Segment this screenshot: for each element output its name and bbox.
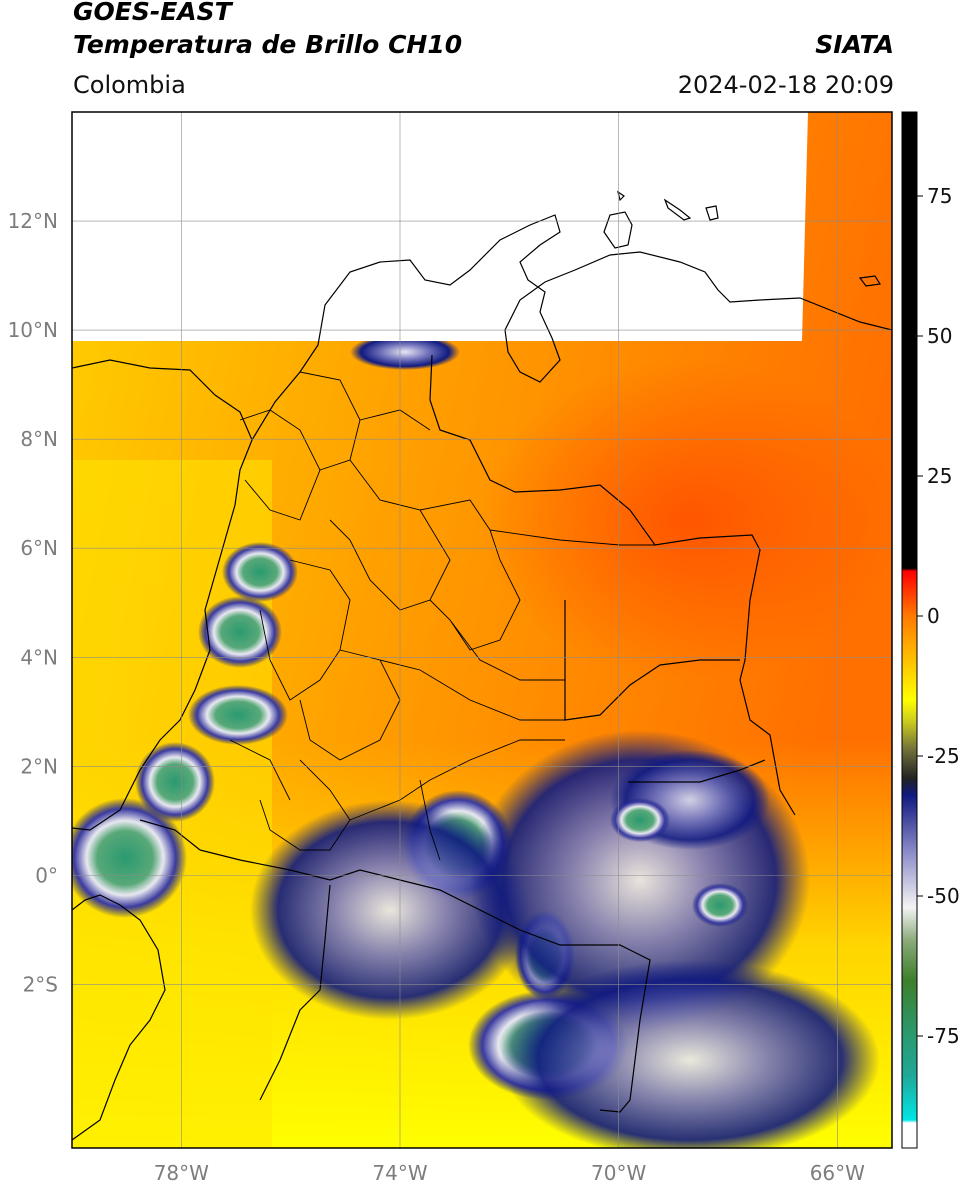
colorbar-ticks: 75 50 25 0 -25 -50 -75 [917, 184, 960, 1048]
longitude-label: 66°W [810, 1161, 865, 1185]
latitude-label: 2°N [20, 754, 58, 778]
coastline-ecuador [72, 894, 166, 1141]
latitude-label: 10°N [8, 318, 58, 342]
border-colombia-ecuador [139, 819, 201, 851]
coastline-caribbean [72, 214, 892, 442]
colorbar-tick-label: -75 [927, 1024, 960, 1048]
longitude-label: 70°W [591, 1161, 646, 1185]
latitude-label: 12°N [8, 209, 58, 233]
lat-lon-grid [72, 112, 892, 1148]
cloud-cluster [135, 742, 215, 822]
colorbar-tick-label: 75 [927, 184, 952, 208]
convective-clouds [72, 334, 880, 1148]
map-title-satellite: GOES-EAST [73, 0, 232, 26]
border-venezuela-brazil [628, 759, 766, 783]
colorbar-tick-label: -50 [927, 884, 960, 908]
border-colombia-peru [199, 849, 651, 1113]
cloud-cluster [692, 883, 748, 927]
cloud-band [350, 334, 460, 370]
cloud-band [500, 960, 880, 1148]
cloud-cluster [222, 542, 298, 602]
cloud-cluster [610, 798, 670, 842]
map-panel [72, 112, 892, 1148]
peninsula-paraguana [603, 211, 633, 249]
island-aruba [617, 190, 625, 202]
cloud-cluster [188, 685, 288, 745]
longitude-labels: 78°W 74°W 70°W 66°W [154, 1161, 865, 1185]
region-label: Colombia [73, 71, 186, 99]
border-ecuador-peru [259, 884, 331, 1101]
cloud-band [250, 800, 530, 1020]
colorbar-tick-label: 50 [927, 324, 952, 348]
boundaries [72, 190, 892, 1141]
timestamp-label: 2024-02-18 20:09 [677, 71, 894, 99]
latitude-label: 8°N [20, 427, 58, 451]
brand-label: SIATA [815, 30, 894, 59]
latitude-labels: 12°N 10°N 8°N 6°N 4°N 2°N 0° 2°S [8, 209, 58, 996]
colorbar-tick-label: -25 [927, 744, 960, 768]
latitude-label: 4°N [20, 645, 58, 669]
colorbar-tick-label: 25 [927, 464, 952, 488]
coastline-pacific [72, 439, 253, 831]
island-bonaire [705, 205, 719, 221]
latitude-label: 0° [35, 863, 58, 887]
colorbar: 75 50 25 0 -25 -50 -75 [901, 111, 960, 1149]
map-frame [71, 111, 893, 1149]
departments [229, 371, 655, 861]
hot-region [480, 360, 892, 680]
cloud-cluster [72, 798, 187, 918]
island-margarita [858, 275, 881, 287]
latitude-label: 2°S [23, 972, 58, 996]
longitude-label: 74°W [372, 1161, 427, 1185]
latitude-label: 6°N [20, 536, 58, 560]
colorbar-bar [901, 111, 918, 1149]
longitude-label: 78°W [154, 1161, 209, 1185]
border-colombia-venezuela [429, 354, 796, 816]
no-data-region [72, 112, 808, 341]
map-title-product: Temperatura de Brillo CH10 [73, 30, 463, 59]
island-curacao [663, 198, 692, 221]
colorbar-tick-label: 0 [927, 604, 940, 628]
